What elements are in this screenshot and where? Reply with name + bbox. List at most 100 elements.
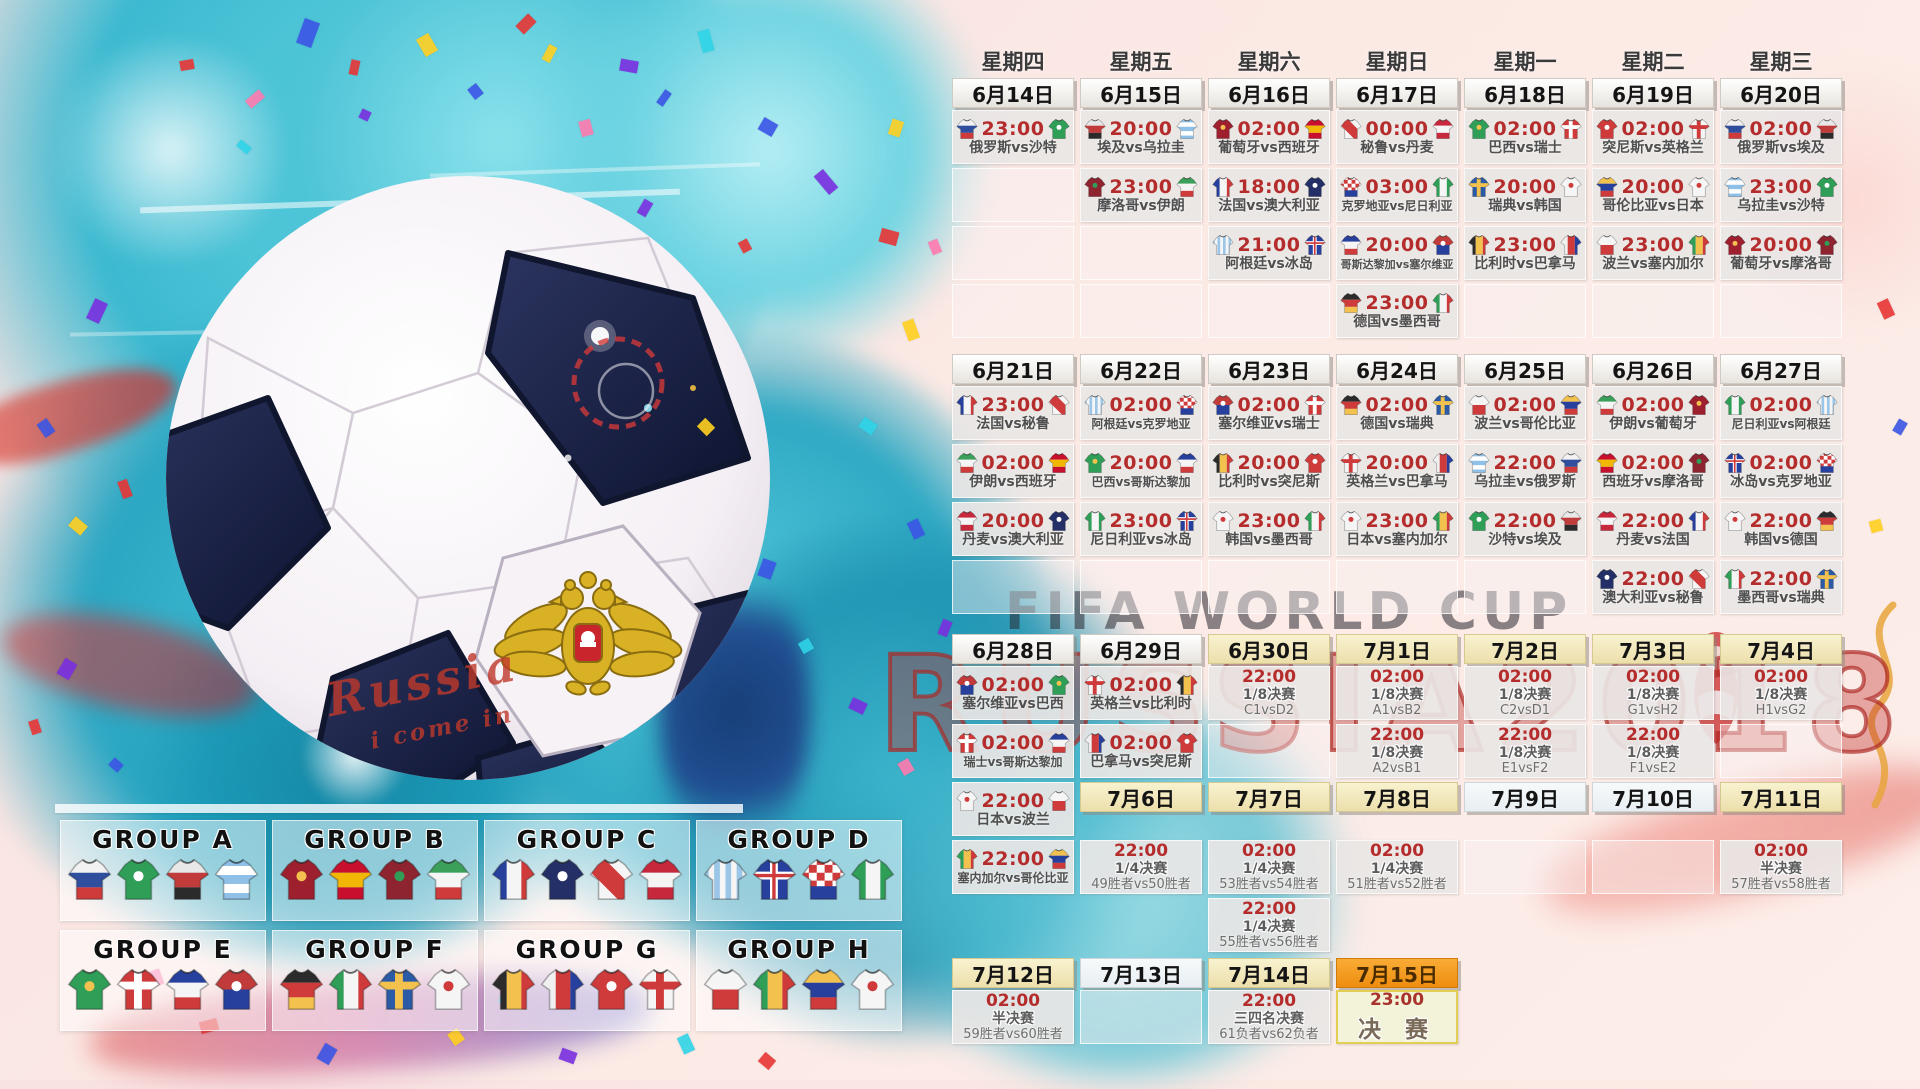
jersey-icon xyxy=(1468,394,1490,415)
knockout-cell: 22:00 1/4决赛 49胜者vs50胜者 xyxy=(1080,840,1202,894)
confetti-piece xyxy=(927,238,943,256)
match-cell-top: 23:00 xyxy=(953,118,1073,140)
group-jerseys xyxy=(703,967,895,1012)
match-cell: 02:00 突尼斯vs英格兰 xyxy=(1592,110,1714,164)
weekday-label-5: 星期一 xyxy=(1493,50,1557,74)
empty-cell xyxy=(1592,840,1714,894)
jersey-icon xyxy=(1724,394,1746,415)
final-time: 23:00 xyxy=(1369,990,1425,1010)
match-cell: 20:00 哥伦比亚vs日本 xyxy=(1592,168,1714,222)
weekday-label-7: 星期三 xyxy=(1749,50,1813,74)
final-label: 决 赛 xyxy=(1357,1017,1436,1043)
group-box-g: GROUP G xyxy=(484,930,690,1031)
match-time: 22:00 xyxy=(1493,451,1557,474)
jersey-icon xyxy=(1176,394,1198,415)
empty-cell xyxy=(1592,284,1714,338)
match-cell: 03:00 克罗地亚vs尼日利亚 xyxy=(1336,168,1458,222)
match-cell-top: 23:00 xyxy=(1337,510,1457,532)
knockout-cell: 22:00 1/8决赛 F1vsE2 xyxy=(1592,724,1714,778)
jersey-icon xyxy=(426,968,471,1010)
match-cell-top: 02:00 xyxy=(1721,394,1841,416)
match-cell: 23:00 波兰vs塞内加尔 xyxy=(1592,226,1714,280)
jersey-icon xyxy=(165,968,210,1010)
match-cell: 02:00 瑞士vs哥斯达黎加 xyxy=(952,724,1074,778)
match-teams: 葡萄牙vs摩洛哥 xyxy=(1730,255,1832,272)
match-teams: 波兰vs哥伦比亚 xyxy=(1474,415,1576,432)
match-cell-top: 22:00 xyxy=(953,848,1073,870)
match-teams: 塞尔维亚vs瑞士 xyxy=(1218,415,1320,432)
match-teams: 塞内加尔vs哥伦比亚 xyxy=(957,870,1069,885)
jersey-icon xyxy=(1688,510,1710,531)
confetti-piece xyxy=(179,58,195,72)
match-cell: 22:00 日本vs波兰 xyxy=(952,782,1074,836)
match-teams: 阿根廷vs冰岛 xyxy=(1225,255,1313,272)
jersey-icon xyxy=(752,968,797,1010)
date-box: 7月8日 xyxy=(1336,782,1458,812)
confetti-piece xyxy=(1868,518,1884,534)
jersey-icon xyxy=(1340,292,1362,313)
knockout-time: 02:00 xyxy=(1369,667,1425,687)
knockout-cell: 02:00 1/4决赛 51胜者vs52胜者 xyxy=(1336,840,1458,894)
match-cell: 02:00 德国vs瑞典 xyxy=(1336,386,1458,440)
confetti-piece xyxy=(656,89,672,107)
date-box: 6月18日 xyxy=(1464,78,1586,108)
confetti-piece xyxy=(108,757,124,773)
match-time: 20:00 xyxy=(981,509,1045,532)
match-cell-top: 02:00 xyxy=(1721,452,1841,474)
empty-cell xyxy=(1080,990,1202,1044)
date-box: 6月23日 xyxy=(1208,354,1330,384)
jersey-icon xyxy=(1304,510,1326,531)
match-time: 02:00 xyxy=(1749,393,1813,416)
match-cell: 02:00 冰岛vs克罗地亚 xyxy=(1720,444,1842,498)
match-cell: 20:00 埃及vs乌拉圭 xyxy=(1080,110,1202,164)
match-teams: 突尼斯vs英格兰 xyxy=(1602,139,1704,156)
match-teams: 西班牙vs摩洛哥 xyxy=(1602,473,1704,490)
empty-cell xyxy=(1720,724,1842,778)
match-cell-top: 20:00 xyxy=(1337,234,1457,256)
match-cell-top: 02:00 xyxy=(953,452,1073,474)
confetti-piece xyxy=(296,18,320,48)
confetti-piece xyxy=(906,518,926,540)
jersey-icon xyxy=(1048,510,1070,531)
group-box-a: GROUP A xyxy=(60,820,266,921)
match-time: 22:00 xyxy=(981,847,1045,870)
match-cell-top: 23:00 xyxy=(1209,510,1329,532)
confetti-piece xyxy=(813,168,839,196)
knockout-stage: 1/8决赛 xyxy=(1498,687,1552,703)
jersey-icon xyxy=(1432,118,1454,139)
jersey-icon xyxy=(116,968,161,1010)
match-cell-top: 20:00 xyxy=(1465,176,1585,198)
knockout-time: 22:00 xyxy=(1369,725,1425,745)
confetti-piece xyxy=(415,32,439,58)
confetti-piece xyxy=(86,298,108,324)
weekday-label-6: 星期二 xyxy=(1621,50,1685,74)
jersey-icon xyxy=(540,968,585,1010)
knockout-stage: 三四名决赛 xyxy=(1234,1011,1304,1027)
empty-cell xyxy=(1208,724,1330,778)
jersey-icon xyxy=(956,510,978,531)
jersey-icon xyxy=(1724,452,1746,473)
match-cell-top: 21:00 xyxy=(1209,234,1329,256)
date-box: 7月12日 xyxy=(952,958,1074,988)
jersey-icon xyxy=(1816,452,1838,473)
match-cell: 20:00 瑞典vs韩国 xyxy=(1464,168,1586,222)
group-box-c: GROUP C xyxy=(484,820,690,921)
match-teams: 日本vs波兰 xyxy=(976,811,1050,828)
match-time: 20:00 xyxy=(1365,451,1429,474)
confetti-piece xyxy=(467,82,484,101)
match-time: 02:00 xyxy=(1621,117,1685,140)
knockout-time: 02:00 xyxy=(985,991,1041,1011)
weekday-label-1: 星期四 xyxy=(981,50,1045,74)
knockout-time: 22:00 xyxy=(1241,899,1297,919)
jersey-icon xyxy=(1084,732,1106,753)
groups-panel: GROUP A GROUP B GR xyxy=(60,820,902,1031)
match-cell-top: 02:00 xyxy=(1081,674,1201,696)
match-cell-top: 23:00 xyxy=(953,394,1073,416)
match-teams: 埃及vs乌拉圭 xyxy=(1097,139,1185,156)
match-teams: 摩洛哥vs伊朗 xyxy=(1097,197,1185,214)
match-cell-top: 03:00 xyxy=(1337,176,1457,198)
jersey-icon xyxy=(1560,234,1582,255)
jersey-icon xyxy=(850,858,895,900)
match-teams: 丹麦vs法国 xyxy=(1616,531,1690,548)
match-teams: 法国vs秘鲁 xyxy=(976,415,1050,432)
